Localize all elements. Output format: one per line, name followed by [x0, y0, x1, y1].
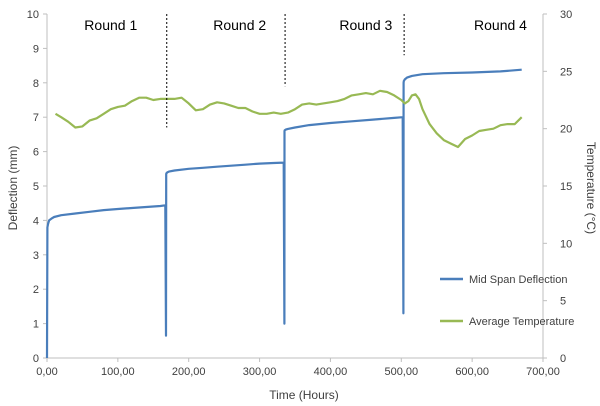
y-tick-label: 9 [33, 43, 39, 55]
x-tick-label: 300,00 [243, 366, 277, 378]
x-tick-label: 700,00 [526, 366, 560, 378]
legend: Mid Span Deflection Average Temperature [440, 274, 574, 328]
series-line-mid-span-deflection [45, 68, 522, 359]
x-tick-label: 600,00 [455, 366, 489, 378]
y2-tick-label: 15 [560, 181, 572, 193]
y-tick-label: 0 [33, 353, 39, 365]
x-tick-label: 400,00 [314, 366, 348, 378]
y2-tick-label: 25 [560, 66, 572, 78]
y-tick-label: 5 [33, 181, 39, 193]
y-tick-label: 7 [33, 112, 39, 124]
y2-tick-label: 10 [560, 238, 572, 250]
axes: 0,00 100,00 200,00 300,00 400,00 500,00 600,00… [27, 9, 573, 378]
series-line-average-temperature [54, 89, 523, 149]
y-tick-label: 2 [33, 284, 39, 296]
y-axis-title: Deflection (mm) [6, 146, 20, 231]
round-label: Round 1 [84, 17, 137, 33]
y-tick-label: 3 [33, 250, 39, 262]
x-tick-label: 200,00 [172, 366, 206, 378]
y-tick-label: 4 [33, 215, 39, 227]
y2-tick-label: 30 [560, 9, 572, 21]
y2-tick-label: 5 [560, 296, 566, 308]
round-label: Round 3 [339, 17, 392, 33]
round-label: Round 2 [213, 17, 266, 33]
y2-axis-title: Temperature (°C) [584, 142, 598, 234]
x-tick-label: 500,00 [384, 366, 418, 378]
series-layer [45, 68, 523, 359]
y-tick-label: 10 [27, 9, 39, 21]
y-tick-label: 1 [33, 319, 39, 331]
legend-label-deflection: Mid Span Deflection [469, 274, 567, 286]
round-label: Round 4 [474, 17, 527, 33]
x-tick-label: 100,00 [101, 366, 135, 378]
y-tick-label: 8 [33, 78, 39, 90]
x-axis-title: Time (Hours) [269, 388, 339, 402]
legend-label-temperature: Average Temperature [469, 316, 574, 328]
y-tick-label: 6 [33, 147, 39, 159]
y2-tick-label: 0 [560, 353, 566, 365]
x-tick-label: 0,00 [36, 366, 57, 378]
y2-tick-label: 20 [560, 124, 572, 136]
round-annotations: Round 1 Round 2 Round 3 Round 4 [84, 14, 527, 128]
